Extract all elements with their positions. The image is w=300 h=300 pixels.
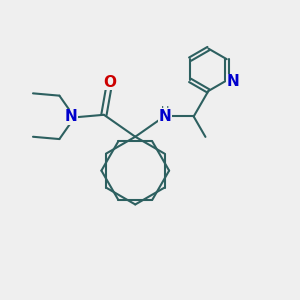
Text: N: N [158, 109, 171, 124]
Text: O: O [103, 75, 116, 90]
Text: N: N [65, 109, 77, 124]
Text: N: N [227, 74, 240, 89]
Text: H: H [160, 106, 169, 116]
